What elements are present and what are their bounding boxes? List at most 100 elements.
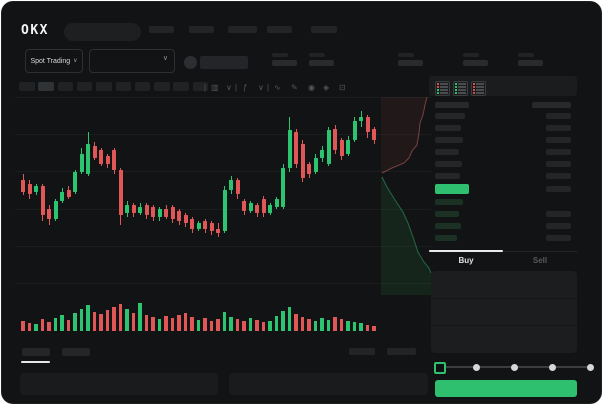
- slider-stop-dot[interactable]: [586, 363, 594, 371]
- last-price-amount: [546, 186, 571, 192]
- nav-item[interactable]: [267, 26, 292, 33]
- gridline: [15, 134, 431, 135]
- bottom-right-control[interactable]: [387, 348, 416, 355]
- ticker-stat-label: [309, 53, 325, 57]
- volume-bar: [99, 314, 103, 331]
- volume-bar: [196, 320, 200, 331]
- ask-price[interactable]: [435, 113, 465, 119]
- volume-bar: [177, 315, 181, 331]
- candle-body: [105, 156, 110, 164]
- candle-body: [112, 150, 116, 170]
- candle-body: [196, 223, 201, 229]
- market-type-dropdown[interactable]: Spot Trading ∨: [25, 49, 83, 73]
- slider-stop-dot[interactable]: [472, 363, 480, 371]
- nav-item[interactable]: [311, 26, 337, 33]
- volume-bar: [203, 318, 207, 331]
- last-price-highlight: [435, 184, 469, 194]
- candle-body: [209, 223, 214, 231]
- volume-bar: [53, 318, 57, 331]
- timeframe-button[interactable]: [154, 82, 170, 91]
- timeframe-button[interactable]: [19, 82, 35, 91]
- timeframe-button[interactable]: [192, 82, 209, 91]
- draw-tool-icon[interactable]: ✎: [291, 83, 298, 92]
- chevron-down-icon[interactable]: ∨: [226, 83, 232, 92]
- symbol-dropdown[interactable]: ∨: [89, 49, 175, 73]
- ticker-stat-label: [463, 53, 479, 57]
- line-type-icon[interactable]: ∿: [274, 83, 281, 92]
- tab-sell[interactable]: Sell: [532, 256, 548, 265]
- candle-body: [99, 150, 103, 164]
- depth-chart: [379, 95, 433, 295]
- timeframe-button[interactable]: [134, 82, 151, 91]
- fullscreen-icon[interactable]: ⊡: [339, 83, 346, 92]
- okx-logo: OKX: [21, 23, 49, 38]
- candle-body: [92, 146, 97, 159]
- candle-style-icon[interactable]: ▥: [211, 83, 219, 92]
- gridline: [15, 246, 431, 247]
- amount-slider-handle[interactable]: [434, 362, 446, 374]
- bid-price[interactable]: [435, 199, 463, 205]
- chevron-down-icon[interactable]: ∨: [258, 83, 264, 92]
- timeframe-button[interactable]: [173, 82, 189, 91]
- volume-bar: [151, 317, 155, 331]
- bid-price[interactable]: [435, 223, 461, 229]
- order-form[interactable]: [431, 271, 577, 353]
- nav-item[interactable]: [149, 26, 174, 33]
- volume-bar: [359, 323, 363, 331]
- book-both-icon[interactable]: [435, 81, 450, 96]
- volume-bar: [320, 318, 324, 331]
- candle-body: [281, 167, 285, 208]
- book-bids-icon[interactable]: [453, 81, 468, 96]
- volume-bar: [144, 315, 148, 331]
- bottom-right-control[interactable]: [349, 348, 375, 355]
- tab-buy[interactable]: Buy: [458, 256, 474, 265]
- bid-price[interactable]: [435, 235, 457, 241]
- volume-bar: [242, 321, 246, 331]
- volume-bar: [281, 311, 285, 331]
- ask-price[interactable]: [435, 149, 459, 155]
- buy-submit-button[interactable]: [435, 380, 577, 397]
- slider-stop-dot[interactable]: [510, 363, 518, 371]
- slider-stop-dot[interactable]: [548, 363, 556, 371]
- candle-body: [177, 211, 181, 222]
- avatar[interactable]: [184, 56, 197, 69]
- bid-price[interactable]: [435, 211, 459, 217]
- bid-amount: [546, 235, 571, 241]
- gridline: [15, 283, 431, 284]
- candle-body: [346, 140, 350, 155]
- timeframe-button[interactable]: [96, 82, 112, 91]
- ask-price[interactable]: [435, 125, 461, 131]
- search-input[interactable]: [64, 23, 141, 41]
- candle-body: [372, 128, 376, 141]
- bottom-tab[interactable]: [62, 348, 90, 356]
- volume-bar: [248, 318, 252, 331]
- volume-bar: [235, 319, 239, 331]
- nav-item[interactable]: [189, 26, 214, 33]
- timeframe-button[interactable]: [38, 82, 54, 91]
- nav-item[interactable]: [228, 26, 257, 33]
- volume-bar: [372, 326, 376, 331]
- candle-body: [40, 185, 45, 216]
- indicator-icon[interactable]: ƒ: [243, 83, 248, 92]
- timeframe-button[interactable]: [115, 82, 131, 91]
- ask-amount: [546, 173, 571, 179]
- volume-bar: [157, 319, 161, 331]
- settings-icon[interactable]: ◈: [323, 83, 330, 92]
- book-asks-icon[interactable]: [471, 81, 486, 96]
- ask-price[interactable]: [435, 161, 462, 167]
- candle-body: [131, 205, 136, 214]
- timeframe-button[interactable]: [57, 82, 74, 91]
- bottom-tab[interactable]: [22, 348, 50, 356]
- timeframe-button[interactable]: [76, 82, 93, 91]
- candle-body: [352, 120, 357, 141]
- candle-body: [164, 209, 168, 218]
- orderbook-toolbar: [429, 76, 577, 96]
- camera-icon[interactable]: ◉: [308, 83, 315, 92]
- volume-bar: [294, 314, 298, 331]
- ask-amount: [546, 137, 571, 143]
- ask-price[interactable]: [435, 137, 463, 143]
- candle-body: [333, 128, 337, 151]
- candle-body: [144, 205, 149, 216]
- ask-price[interactable]: [435, 173, 460, 179]
- volume-bar: [21, 321, 25, 331]
